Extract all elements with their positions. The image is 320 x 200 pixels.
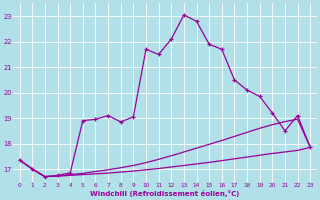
X-axis label: Windchill (Refroidissement éolien,°C): Windchill (Refroidissement éolien,°C) — [90, 190, 240, 197]
